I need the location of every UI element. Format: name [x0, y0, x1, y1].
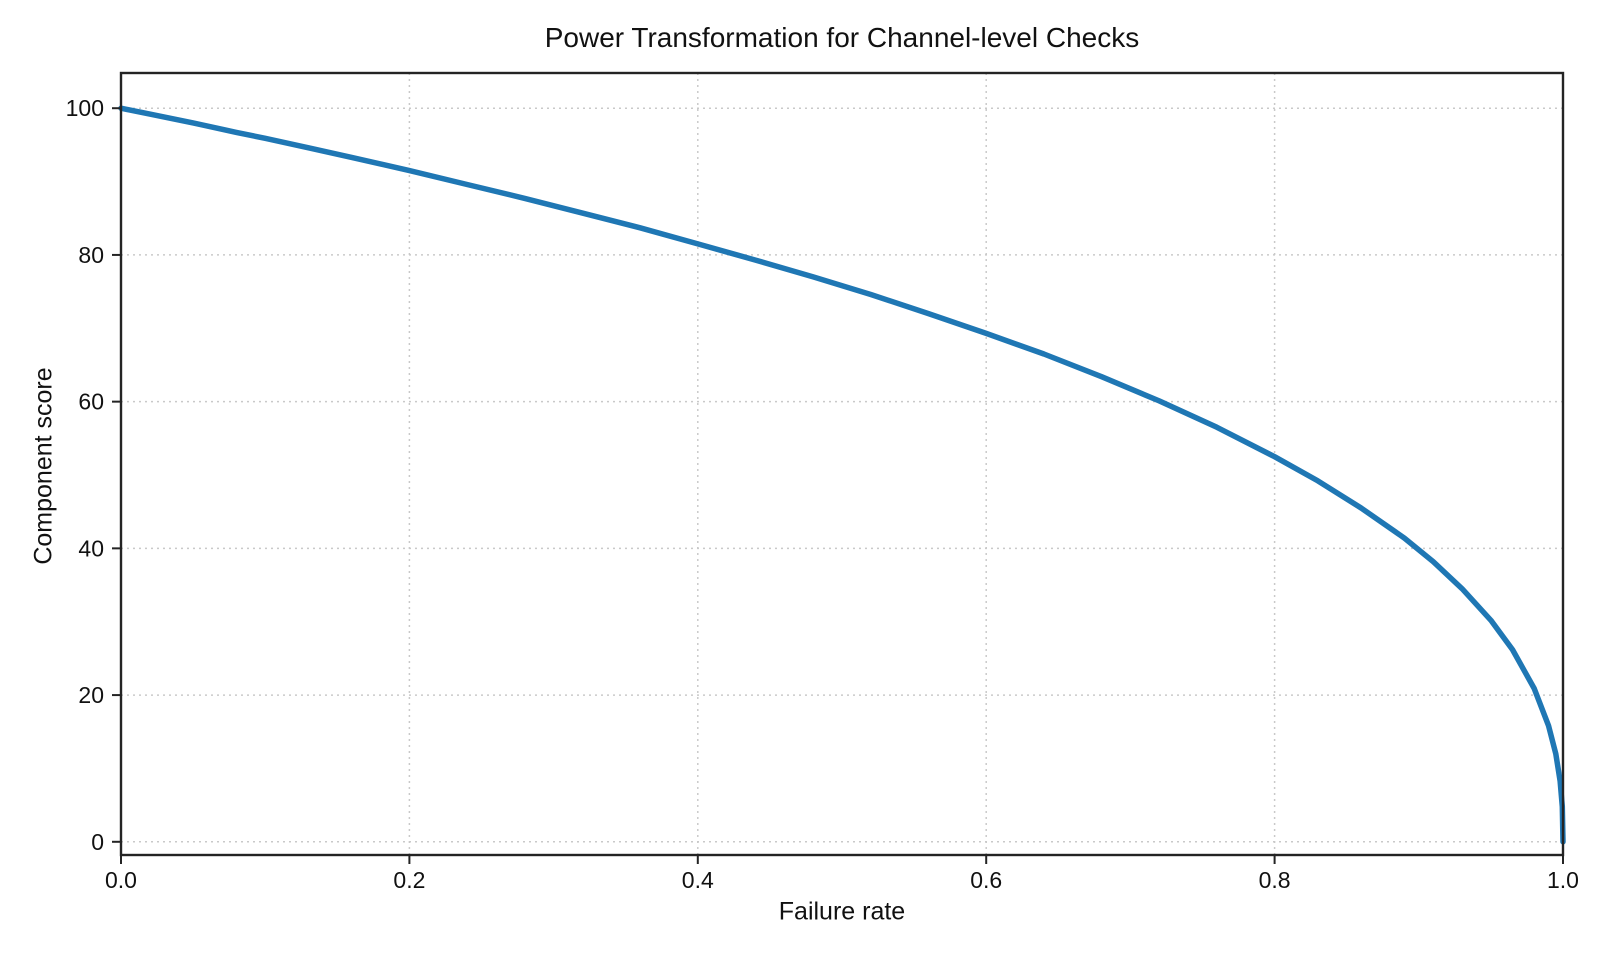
y-tick-label: 60	[78, 389, 104, 415]
y-tick-label: 80	[78, 242, 104, 268]
y-tick-label: 0	[91, 829, 104, 855]
curve-component-score-curve	[118, 105, 1566, 845]
y-tick-label: 40	[78, 535, 104, 561]
axes-frame	[119, 71, 1565, 857]
x-tick-label: 0.0	[105, 867, 137, 893]
x-tick-label: 0.8	[1259, 867, 1291, 893]
x-tick-label: 1.0	[1547, 867, 1579, 893]
x-tick-label: 0.4	[682, 867, 714, 893]
x-tick-label: 0.6	[970, 867, 1002, 893]
y-tick-label: 20	[78, 682, 104, 708]
x-tick-label: 0.2	[393, 867, 425, 893]
x-axis-label: Failure rate	[778, 897, 906, 926]
y-tick-label: 100	[66, 95, 104, 121]
chart-title: Power Transformation for Channel-level C…	[544, 22, 1140, 53]
y-axis-label: Component score	[29, 367, 58, 565]
